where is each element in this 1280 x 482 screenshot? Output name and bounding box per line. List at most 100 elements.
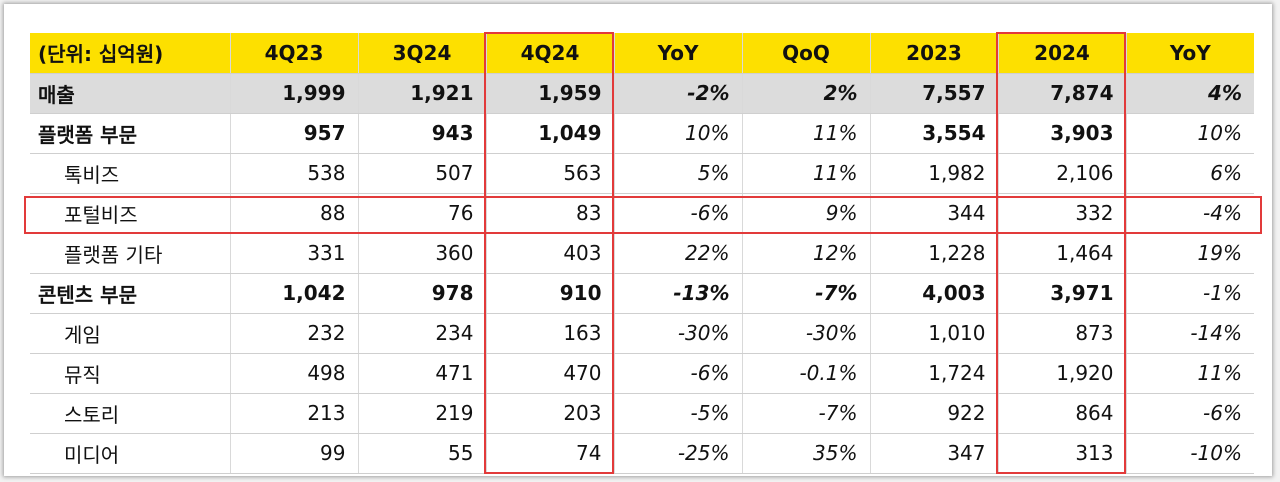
cell: 163 [485, 313, 614, 354]
cell: 1,982 [869, 153, 998, 194]
cell: 2,106 [997, 153, 1126, 194]
table-row: 콘텐츠 부문 1,042 978 910 -13% -7% 4,003 3,97… [30, 273, 1254, 314]
table-row: 매출 1,999 1,921 1,959 -2% 2% 7,557 7,874 … [30, 73, 1254, 114]
cell: 4,003 [869, 273, 998, 314]
row-label: 스토리 [30, 393, 230, 434]
cell: 3,554 [869, 113, 998, 154]
row-label: 게임 [30, 313, 230, 354]
cell: 873 [997, 313, 1126, 354]
cell: -6% [613, 353, 742, 394]
cell: 219 [357, 393, 486, 434]
table-row: 톡비즈 538 507 563 5% 11% 1,982 2,106 6% [30, 153, 1254, 194]
cell: -6% [1125, 393, 1254, 434]
header-2024: 2024 [997, 33, 1126, 74]
cell: 11% [1125, 353, 1254, 394]
row-label: 매출 [30, 73, 230, 114]
cell: -13% [613, 273, 742, 314]
cell: 203 [485, 393, 614, 434]
cell: 344 [869, 193, 998, 234]
cell: -0.1% [741, 353, 870, 394]
header-unit: (단위: 십억원) [30, 33, 230, 74]
cell: 360 [357, 233, 486, 274]
header-row: (단위: 십억원) 4Q23 3Q24 4Q24 YoY QoQ 2023 20… [30, 33, 1254, 74]
row-label: 콘텐츠 부문 [30, 273, 230, 314]
financial-table: (단위: 십억원) 4Q23 3Q24 4Q24 YoY QoQ 2023 20… [30, 33, 1254, 474]
cell: 922 [869, 393, 998, 434]
row-label: 톡비즈 [30, 153, 230, 194]
cell: 957 [229, 113, 358, 154]
table-row: 게임 232 234 163 -30% -30% 1,010 873 -14% [30, 313, 1254, 354]
cell: 10% [613, 113, 742, 154]
table-row: 미디어 99 55 74 -25% 35% 347 313 -10% [30, 433, 1254, 474]
cell: 19% [1125, 233, 1254, 274]
cell: 234 [357, 313, 486, 354]
cell: 498 [229, 353, 358, 394]
screenshot-frame: (단위: 십억원) 4Q23 3Q24 4Q24 YoY QoQ 2023 20… [4, 4, 1272, 476]
cell: 213 [229, 393, 358, 434]
cell: 470 [485, 353, 614, 394]
cell: 864 [997, 393, 1126, 434]
cell: 1,228 [869, 233, 998, 274]
cell: -2% [613, 73, 742, 114]
cell: 403 [485, 233, 614, 274]
header-yoy-quarter: YoY [613, 33, 742, 74]
cell: 22% [613, 233, 742, 274]
row-label: 플랫폼 부문 [30, 113, 230, 154]
cell: 83 [485, 193, 614, 234]
cell: -6% [613, 193, 742, 234]
cell: 507 [357, 153, 486, 194]
cell: 5% [613, 153, 742, 194]
table-row: 플랫폼 기타 331 360 403 22% 12% 1,228 1,464 1… [30, 233, 1254, 274]
cell: 1,724 [869, 353, 998, 394]
cell: 347 [869, 433, 998, 474]
cell: 3,971 [997, 273, 1126, 314]
row-label: 플랫폼 기타 [30, 233, 230, 274]
table-row: 포털비즈 88 76 83 -6% 9% 344 332 -4% [30, 193, 1254, 234]
cell: -7% [741, 393, 870, 434]
header-yoy-annual: YoY [1125, 33, 1254, 74]
cell: -14% [1125, 313, 1254, 354]
cell: 55 [357, 433, 486, 474]
table-row: 스토리 213 219 203 -5% -7% 922 864 -6% [30, 393, 1254, 434]
cell: 35% [741, 433, 870, 474]
cell: -1% [1125, 273, 1254, 314]
cell: 332 [997, 193, 1126, 234]
cell: 1,959 [485, 73, 614, 114]
cell: 10% [1125, 113, 1254, 154]
cell: 232 [229, 313, 358, 354]
header-qoq: QoQ [741, 33, 870, 74]
cell: 1,921 [357, 73, 486, 114]
cell: 9% [741, 193, 870, 234]
cell: 7,874 [997, 73, 1126, 114]
cell: 563 [485, 153, 614, 194]
cell: 1,999 [229, 73, 358, 114]
cell: 1,042 [229, 273, 358, 314]
cell: -7% [741, 273, 870, 314]
table-row: 플랫폼 부문 957 943 1,049 10% 11% 3,554 3,903… [30, 113, 1254, 154]
cell: -30% [741, 313, 870, 354]
cell: 74 [485, 433, 614, 474]
cell: 2% [741, 73, 870, 114]
cell: 471 [357, 353, 486, 394]
cell: -10% [1125, 433, 1254, 474]
cell: 6% [1125, 153, 1254, 194]
header-4q24: 4Q24 [485, 33, 614, 74]
cell: 910 [485, 273, 614, 314]
cell: 88 [229, 193, 358, 234]
cell: 943 [357, 113, 486, 154]
cell: -30% [613, 313, 742, 354]
cell: 4% [1125, 73, 1254, 114]
cell: -4% [1125, 193, 1254, 234]
row-label: 미디어 [30, 433, 230, 474]
cell: 7,557 [869, 73, 998, 114]
cell: 331 [229, 233, 358, 274]
cell: 978 [357, 273, 486, 314]
cell: 1,010 [869, 313, 998, 354]
cell: -5% [613, 393, 742, 434]
cell: 313 [997, 433, 1126, 474]
cell: 3,903 [997, 113, 1126, 154]
row-label: 뮤직 [30, 353, 230, 394]
cell: 538 [229, 153, 358, 194]
row-label: 포털비즈 [30, 193, 230, 234]
cell: -25% [613, 433, 742, 474]
